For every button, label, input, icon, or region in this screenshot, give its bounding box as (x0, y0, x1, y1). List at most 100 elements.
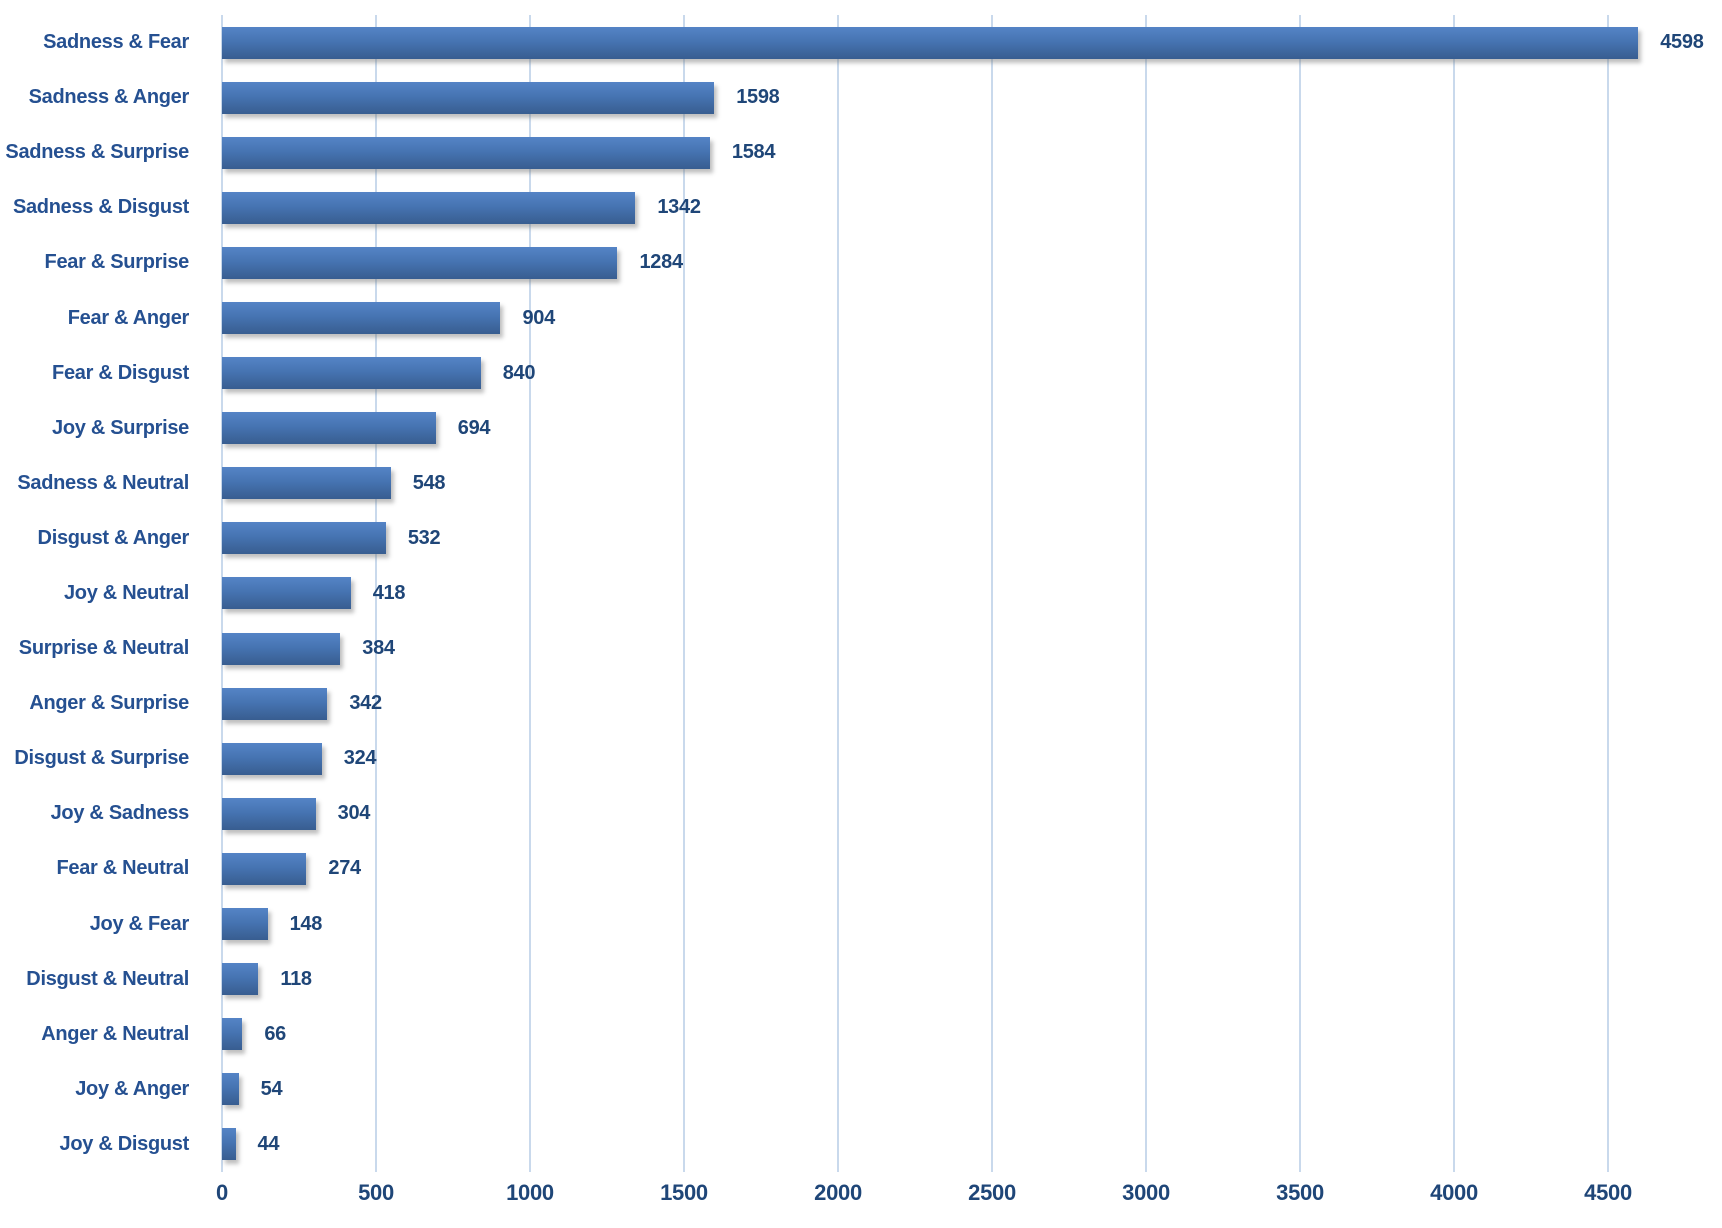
x-axis-tick-label: 500 (358, 1180, 394, 1205)
category-label: Fear & Neutral (56, 857, 189, 880)
bar[interactable] (222, 797, 316, 830)
bar[interactable] (222, 632, 341, 665)
category-axis: Sadness & Fear Sadness & Anger Sadness & S… (0, 15, 206, 1172)
category-label: Surprise & Neutral (18, 637, 190, 660)
value-label: 66 (264, 1022, 286, 1045)
gridline (1453, 15, 1456, 1172)
category-label: Disgust & Anger (37, 526, 190, 549)
x-axis-tick-label: 4000 (1430, 1180, 1478, 1205)
bar-row: 148 (222, 897, 1722, 952)
bar-row: 1284 (222, 235, 1722, 290)
category-label: Joy & Disgust (59, 1132, 190, 1155)
bar-row: 342 (222, 676, 1722, 731)
bar[interactable] (222, 522, 386, 555)
category-label: Joy & Neutral (63, 581, 189, 604)
bar-rows: 4598 1598 1584 1342 1284 904 840 694 548 532 418 38… (222, 15, 1722, 1172)
value-label: 384 (362, 637, 395, 660)
bar-row: 840 (222, 346, 1722, 401)
value-label: 1284 (639, 251, 683, 274)
bar-row: 904 (222, 290, 1722, 345)
bar-row: 44 (222, 1117, 1722, 1172)
bar[interactable] (222, 1073, 239, 1106)
bar-row: 548 (222, 456, 1722, 511)
x-axis-tick-label: 1500 (660, 1180, 708, 1205)
bar[interactable] (222, 302, 501, 335)
x-axis: 0 500 1000 1500 2000 2500 3000 3500 4000 4500 (216, 1180, 1722, 1214)
value-label: 274 (328, 857, 361, 880)
category-label: Joy & Fear (89, 912, 190, 935)
value-label: 342 (349, 692, 382, 715)
bar-row: 694 (222, 401, 1722, 456)
bar[interactable] (222, 1018, 243, 1051)
value-label: 4598 (1660, 31, 1704, 54)
bar[interactable] (222, 467, 391, 500)
bar-row: 54 (222, 1062, 1722, 1117)
bar[interactable] (222, 136, 710, 169)
x-axis-tick-label: 3500 (1276, 1180, 1324, 1205)
bar[interactable] (222, 908, 268, 941)
gridline (683, 15, 685, 1172)
value-label: 532 (407, 526, 441, 549)
bar[interactable] (222, 412, 436, 445)
category-label: Sadness & Fear (43, 31, 189, 54)
bar-row: 1584 (222, 125, 1722, 180)
gridline (1299, 15, 1302, 1172)
bar[interactable] (222, 191, 636, 224)
bar[interactable] (222, 963, 259, 996)
value-label: 694 (457, 416, 491, 439)
bar[interactable] (222, 357, 481, 390)
bar-row: 324 (222, 731, 1722, 786)
bar-row: 4598 (222, 15, 1722, 70)
value-label: 1598 (736, 86, 780, 109)
category-label: Sadness & Disgust (12, 196, 189, 219)
value-label: 148 (289, 912, 323, 935)
bar[interactable] (222, 81, 715, 114)
category-label: Joy & Surprise (52, 416, 189, 439)
value-label: 904 (522, 306, 555, 329)
value-label: 118 (280, 967, 312, 990)
bar[interactable] (222, 852, 307, 885)
value-label: 418 (372, 581, 406, 604)
category-label: Fear & Surprise (44, 251, 190, 274)
x-axis-tick-label: 2500 (968, 1180, 1016, 1205)
value-label: 44 (257, 1132, 280, 1155)
bar[interactable] (222, 577, 351, 610)
bar-row: 1598 (222, 70, 1722, 125)
value-label: 1584 (731, 141, 776, 164)
gridline (837, 15, 840, 1172)
category-label: Sadness & Neutral (17, 471, 189, 494)
x-axis-tick-label: 3000 (1122, 1180, 1170, 1205)
value-label: 54 (260, 1077, 283, 1100)
bar[interactable] (222, 742, 322, 775)
value-label: 1342 (657, 196, 701, 219)
bar-row: 418 (222, 566, 1722, 621)
category-label: Fear & Anger (67, 306, 190, 329)
x-axis-tick-label: 0 (216, 1180, 228, 1205)
value-label: 304 (337, 802, 371, 825)
x-axis-tick-label: 2000 (814, 1180, 862, 1205)
bar[interactable] (222, 246, 618, 279)
bar-row: 1342 (222, 180, 1722, 235)
x-axis-tick-label: 1000 (506, 1180, 554, 1205)
category-label: Fear & Disgust (52, 361, 189, 384)
category-label: Disgust & Neutral (26, 967, 189, 990)
x-axis-tick-label: 4500 (1584, 1180, 1632, 1205)
value-label: 548 (412, 471, 446, 494)
value-label: 324 (343, 747, 377, 770)
bar-row: 384 (222, 621, 1722, 676)
bar[interactable] (222, 687, 328, 720)
bar[interactable] (222, 26, 1639, 59)
gridline (529, 15, 531, 1172)
bar-row: 304 (222, 786, 1722, 841)
category-label: Anger & Neutral (41, 1022, 189, 1045)
bar[interactable] (222, 1128, 236, 1161)
gridline (991, 15, 994, 1172)
bar-row: 532 (222, 511, 1722, 566)
bar-row: 118 (222, 952, 1722, 1007)
category-label: Disgust & Surprise (14, 747, 189, 770)
gridline (375, 15, 377, 1172)
category-label: Joy & Anger (75, 1077, 189, 1100)
category-label: Joy & Sadness (50, 802, 190, 825)
category-label: Sadness & Surprise (5, 141, 189, 164)
